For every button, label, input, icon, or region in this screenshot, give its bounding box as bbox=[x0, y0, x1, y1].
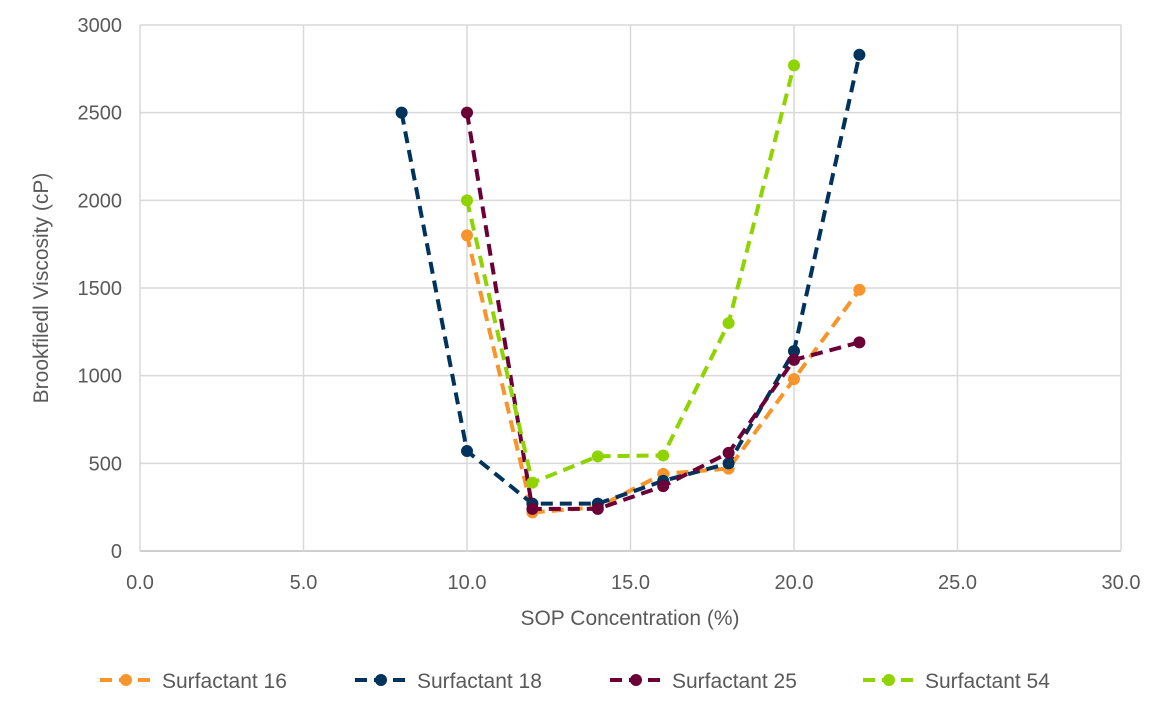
legend-marker bbox=[120, 674, 132, 686]
data-point bbox=[461, 194, 473, 207]
y-tick-label: 2000 bbox=[78, 190, 123, 212]
x-axis-label: SOP Concentration (%) bbox=[520, 607, 739, 630]
y-tick-label: 3000 bbox=[78, 15, 123, 37]
y-tick-label: 1000 bbox=[78, 366, 123, 388]
x-tick-label: 10.0 bbox=[448, 572, 487, 594]
legend-label: Surfactant 16 bbox=[162, 670, 287, 693]
series-surfactant-54 bbox=[461, 59, 800, 489]
x-tick-label: 25.0 bbox=[938, 572, 977, 594]
x-tick-label: 30.0 bbox=[1102, 572, 1141, 594]
data-point bbox=[788, 345, 800, 358]
x-tick-label: 20.0 bbox=[775, 572, 814, 594]
data-point bbox=[722, 457, 735, 470]
legend-label: Surfactant 25 bbox=[672, 670, 797, 693]
y-tick-label: 0 bbox=[111, 541, 122, 563]
data-point bbox=[461, 229, 473, 242]
legend-item: Surfactant 25 bbox=[610, 670, 797, 693]
x-tick-label: 0.0 bbox=[126, 572, 154, 594]
data-point bbox=[526, 502, 539, 515]
y-axis-ticks: 0 500 1000 1500 2000 2500 3000 bbox=[78, 15, 123, 563]
grid bbox=[139, 24, 1122, 552]
data-point bbox=[853, 48, 866, 61]
data-point bbox=[853, 283, 866, 296]
data-point bbox=[853, 336, 866, 349]
data-point bbox=[788, 353, 800, 366]
series-group bbox=[395, 48, 866, 519]
data-point bbox=[722, 446, 735, 459]
legend-marker bbox=[630, 674, 642, 686]
x-tick-label: 5.0 bbox=[290, 572, 318, 594]
y-tick-label: 2500 bbox=[78, 103, 123, 125]
series-surfactant-25 bbox=[461, 106, 866, 515]
y-tick-label: 500 bbox=[89, 453, 122, 475]
data-point bbox=[788, 59, 800, 72]
legend-item: Surfactant 16 bbox=[100, 670, 287, 693]
legend-label: Surfactant 54 bbox=[925, 670, 1050, 693]
data-point bbox=[591, 502, 604, 515]
y-axis-label: Brookfiledl Viscosity (cP) bbox=[30, 173, 53, 404]
legend-marker bbox=[883, 674, 895, 686]
legend-marker bbox=[375, 674, 387, 686]
legend-label: Surfactant 18 bbox=[417, 670, 542, 693]
legend: Surfactant 16 Surfactant 18 Surfactant 25 S… bbox=[100, 670, 1050, 693]
data-point bbox=[461, 106, 473, 119]
y-tick-label: 1500 bbox=[78, 278, 123, 300]
data-point bbox=[591, 450, 604, 463]
legend-item: Surfactant 54 bbox=[863, 670, 1050, 693]
data-point bbox=[657, 480, 670, 493]
data-point bbox=[722, 317, 735, 330]
x-tick-label: 15.0 bbox=[611, 572, 650, 594]
x-axis-ticks: 0.0 5.0 10.0 15.0 20.0 25.0 30.0 bbox=[126, 572, 1140, 594]
data-point bbox=[526, 476, 539, 489]
data-point bbox=[395, 106, 408, 119]
legend-item: Surfactant 18 bbox=[355, 670, 542, 693]
data-point bbox=[788, 373, 800, 386]
series-line bbox=[465, 64, 796, 485]
data-point bbox=[461, 445, 473, 458]
data-point bbox=[657, 449, 670, 462]
